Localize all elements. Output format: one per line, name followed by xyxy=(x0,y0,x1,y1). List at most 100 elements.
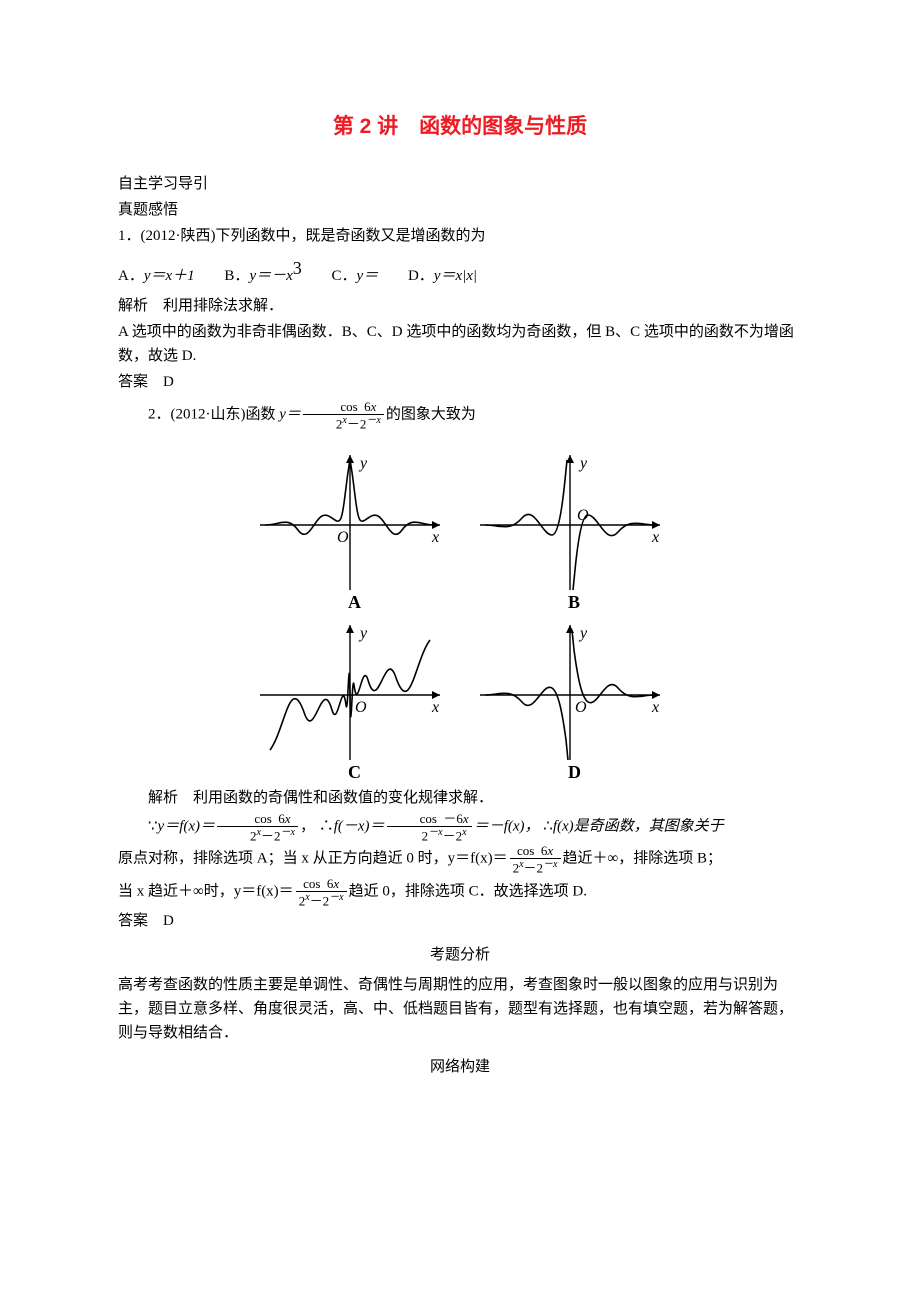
plot-b-label: B xyxy=(568,592,580,612)
svg-text:x: x xyxy=(651,699,659,716)
q2-analysis-line4: 当 x 趋近＋∞时，y＝f(x)＝ cos 6x 2x－2－x 趋近 0，排除选… xyxy=(118,877,802,907)
svg-text:O: O xyxy=(337,529,349,546)
q2-l2-d: ∴ xyxy=(319,819,334,835)
q1-option-c: C．y＝ xyxy=(332,264,379,288)
q2-analysis-text1: 利用函数的奇偶性和函数值的变化规律求解． xyxy=(193,790,493,806)
q2-analysis-line2: ∵y＝f(x)＝ cos 6x 2x－2－x ， ∴f(－x)＝ cos －6x… xyxy=(118,812,802,842)
q2-l2-c: ， xyxy=(300,819,315,835)
q2-answer: D xyxy=(163,913,174,929)
q1-analysis-line1: 解析 利用排除法求解． xyxy=(118,294,802,318)
q2-l4-a: 当 x 趋近＋∞时，y＝f(x)＝ xyxy=(118,883,294,899)
q2-answer-line: 答案 D xyxy=(118,909,802,933)
q1-optD-label: D． xyxy=(408,264,434,288)
plot-d-label: D xyxy=(568,762,581,780)
plot-c-label: C xyxy=(348,762,361,780)
f1n1: cos xyxy=(254,811,271,826)
f4n3: x xyxy=(333,876,339,891)
f3n1: cos xyxy=(517,843,534,858)
svg-text:O: O xyxy=(355,699,367,716)
q2-l2-e: f(－x)＝ xyxy=(334,819,385,835)
f2n2: －6 xyxy=(443,811,463,826)
q1-analysis-text1: 利用排除法求解． xyxy=(163,298,283,314)
q1-optC-label: C． xyxy=(332,264,357,288)
f3n3: x xyxy=(547,843,553,858)
svg-text:y: y xyxy=(358,455,368,472)
svg-text:y: y xyxy=(358,625,368,642)
q2-l2-frac2: cos －6x 2－x－2x xyxy=(387,812,472,842)
q1-optD-body: y＝x|x| xyxy=(434,264,477,288)
q1-optA-label: A． xyxy=(118,264,144,288)
q1-option-a: A．y＝x＋1 xyxy=(118,264,195,288)
q2-num-a: cos xyxy=(340,399,357,414)
plot-a-label: A xyxy=(348,592,361,612)
q1-optB-var: x xyxy=(286,264,293,288)
q2-l4-frac: cos 6x 2x－2－x xyxy=(296,877,347,907)
q1-optC-body: y＝ xyxy=(357,264,379,288)
f2d4: x xyxy=(462,827,466,838)
plot-a: y x O xyxy=(260,455,440,590)
svg-text:x: x xyxy=(431,529,439,546)
svg-text:x: x xyxy=(431,699,439,716)
q2-stem-y: y＝ xyxy=(279,406,301,422)
q1-optB-label: B． xyxy=(224,264,249,288)
q2-l2-a: ∵ xyxy=(148,819,158,835)
q1-optB-exp: 3 xyxy=(293,254,302,283)
q2-l2-frac1: cos 6x 2x－2－x xyxy=(217,812,298,842)
q2-answer-label: 答案 xyxy=(118,913,148,929)
q1-answer-label: 答案 xyxy=(118,374,148,390)
plot-c: y x O xyxy=(260,625,440,760)
f4d3: －2 xyxy=(310,893,330,908)
q2-num-c: x xyxy=(371,399,377,414)
svg-text:x: x xyxy=(651,529,659,546)
f4d4: －x xyxy=(329,892,343,903)
f2n1: cos xyxy=(420,811,437,826)
f3d3: －2 xyxy=(524,861,544,876)
q1-answer: D xyxy=(163,374,174,390)
q1-stem: 1．(2012·陕西)下列函数中，既是奇函数又是增函数的为 xyxy=(118,224,802,248)
kaoti-title: 考题分析 xyxy=(118,943,802,967)
q1-analysis-line2: A 选项中的函数为非奇非偶函数．B、C、D 选项中的函数均为奇函数，但 B、C … xyxy=(118,320,802,368)
f2d3: －2 xyxy=(443,828,463,843)
f1d3: －2 xyxy=(261,828,281,843)
f1d4: －x xyxy=(281,827,295,838)
f1n3: x xyxy=(285,811,291,826)
svg-text:O: O xyxy=(575,699,587,716)
q2-l2-b: y＝f(x)＝ xyxy=(158,819,215,835)
f4n1: cos xyxy=(303,876,320,891)
q2-stem-frac: cos 6x 2x－2－x xyxy=(303,400,384,430)
q2-l2-g: ∴ xyxy=(543,819,553,835)
q2-plots-svg: y x O y x O A B xyxy=(240,440,680,780)
f3d4: －x xyxy=(543,859,557,870)
q1-option-b: B．y＝－x3 xyxy=(224,254,301,288)
q2-figure: y x O y x O A B xyxy=(118,440,802,780)
q2-analysis-line3: 原点对称，排除选项 A；当 x 从正方向趋近 0 时，y＝f(x)＝ cos 6… xyxy=(118,844,802,874)
q2-analysis-line1: 解析 利用函数的奇偶性和函数值的变化规律求解． xyxy=(118,786,802,810)
q2-den-d: －x xyxy=(366,415,380,426)
intro-line-2: 真题感悟 xyxy=(118,198,802,222)
plot-b: y x O xyxy=(480,455,660,590)
q2-l3-b: 趋近＋∞，排除选项 B； xyxy=(563,851,722,867)
q2-stem-suffix: 的图象大致为 xyxy=(386,406,476,422)
q2-analysis-label: 解析 xyxy=(148,790,178,806)
q2-l3-frac: cos 6x 2x－2－x xyxy=(510,844,561,874)
svg-text:y: y xyxy=(578,455,588,472)
net-title: 网络构建 xyxy=(118,1055,802,1079)
q1-option-d: D．y＝x|x| xyxy=(408,264,477,288)
q1-optA-body: y＝x＋1 xyxy=(144,264,195,288)
q1-answer-line: 答案 D xyxy=(118,370,802,394)
kaoti-body: 高考考查函数的性质主要是单调性、奇偶性与周期性的应用，考查图象时一般以图象的应用… xyxy=(118,973,802,1045)
q2-stem: 2．(2012·山东)函数 y＝ cos 6x 2x－2－x 的图象大致为 xyxy=(118,400,802,430)
q2-l3-a: 原点对称，排除选项 A；当 x 从正方向趋近 0 时，y＝f(x)＝ xyxy=(118,851,508,867)
q2-stem-prefix: 2．(2012·山东)函数 xyxy=(148,406,279,422)
plot-d: y x O xyxy=(480,625,660,760)
intro-line-1: 自主学习导引 xyxy=(118,172,802,196)
f2d2: －x xyxy=(428,827,442,838)
q1-optB-body-pre: y＝－ xyxy=(249,264,286,288)
lesson-title: 第 2 讲 函数的图象与性质 xyxy=(118,110,802,144)
q1-analysis-label: 解析 xyxy=(118,298,148,314)
page: 第 2 讲 函数的图象与性质 自主学习导引 真题感悟 1．(2012·陕西)下列… xyxy=(0,0,920,1145)
q2-l2-h: f(x)是奇函数，其图象关于 xyxy=(553,819,724,835)
q2-l2-f: ＝－f(x)， xyxy=(474,819,540,835)
svg-text:y: y xyxy=(578,625,588,642)
q2-l4-b: 趋近 0，排除选项 C．故选择选项 D. xyxy=(349,883,587,899)
